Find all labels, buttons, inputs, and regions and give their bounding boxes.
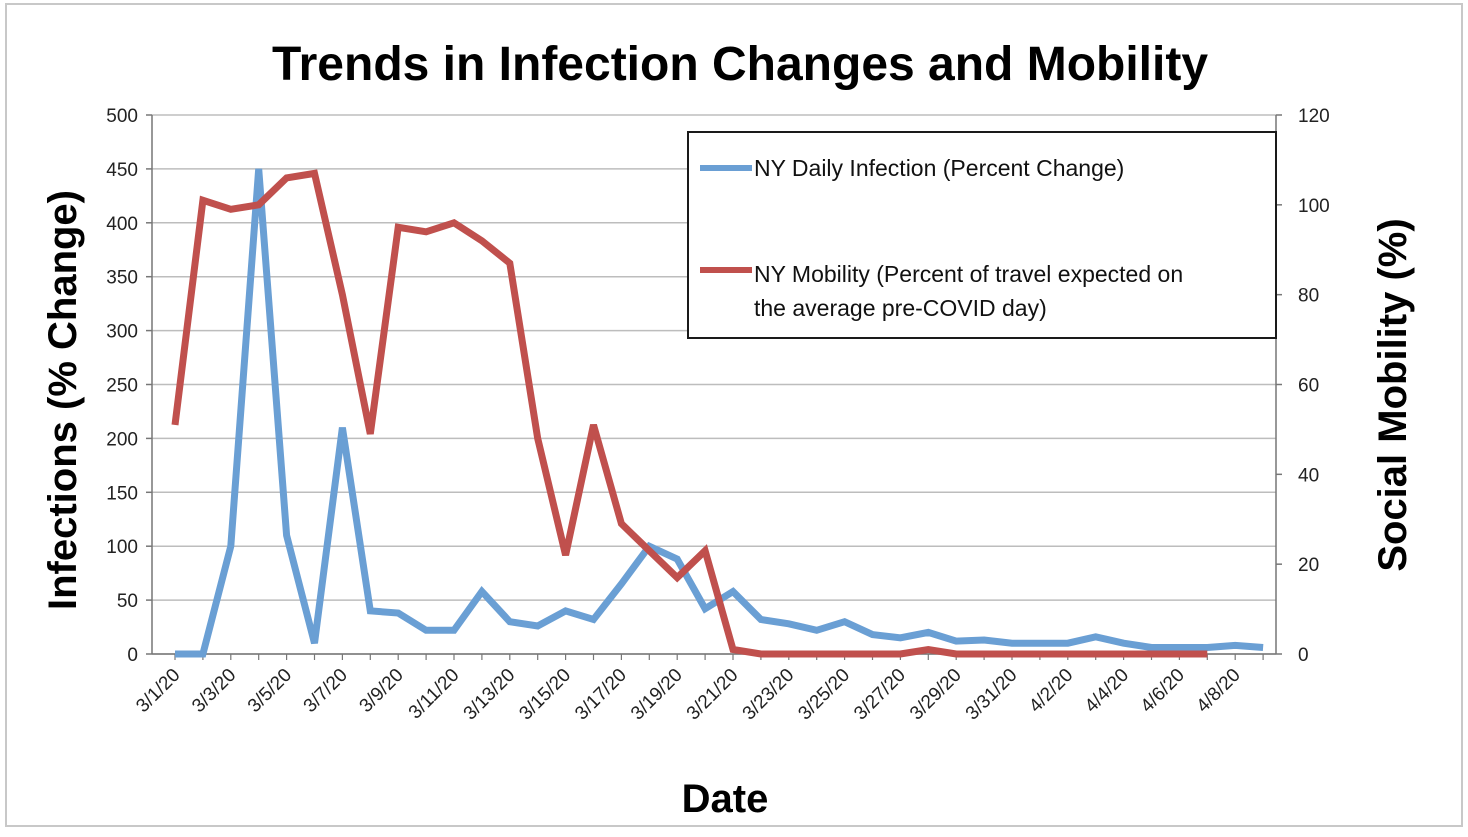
- y-tick-label: 0: [127, 645, 138, 666]
- y2-tick-label: 80: [1298, 286, 1319, 307]
- x-axis-title: Date: [682, 777, 769, 821]
- series-layer: [171, 168, 1264, 658]
- y-tick-label: 350: [106, 268, 138, 289]
- legend-label-mobility-line2: the average pre-COVID day): [754, 295, 1047, 321]
- legend-label-mobility-line1: NY Mobility (Percent of travel expected …: [754, 261, 1183, 287]
- chart-border: [5, 3, 1463, 827]
- y2-axis-title: Social Mobility (%): [1371, 218, 1415, 571]
- chart-title: Trends in Infection Changes and Mobility: [272, 38, 1208, 91]
- y-tick-label: 100: [106, 537, 138, 558]
- legend-label-infection: NY Daily Infection (Percent Change): [754, 155, 1124, 181]
- y2-tick-label: 40: [1298, 465, 1319, 486]
- y2-tick-label: 0: [1298, 645, 1309, 666]
- series-line-mobility: [171, 169, 1208, 658]
- legend: NY Daily Infection (Percent Change) NY M…: [687, 131, 1277, 339]
- y-tick-label: 250: [106, 376, 138, 397]
- legend-label-mobility: NY Mobility (Percent of travel expected …: [754, 261, 1190, 321]
- y-tick-label: 400: [106, 214, 138, 235]
- y-tick-label: 450: [106, 160, 138, 181]
- legend-box: [687, 131, 1277, 339]
- y-tick-label: 300: [106, 322, 138, 343]
- y-axis-title: Infections (% Change): [41, 190, 85, 610]
- y2-tick-label: 20: [1298, 555, 1319, 576]
- y2-tick-label: 60: [1298, 376, 1319, 397]
- y-tick-label: 50: [117, 591, 138, 612]
- y2-tick-label: 120: [1298, 106, 1330, 127]
- y-tick-label: 500: [106, 106, 138, 127]
- y-tick-label: 150: [106, 483, 138, 504]
- y-tick-label: 200: [106, 429, 138, 450]
- y2-tick-label: 100: [1298, 196, 1330, 217]
